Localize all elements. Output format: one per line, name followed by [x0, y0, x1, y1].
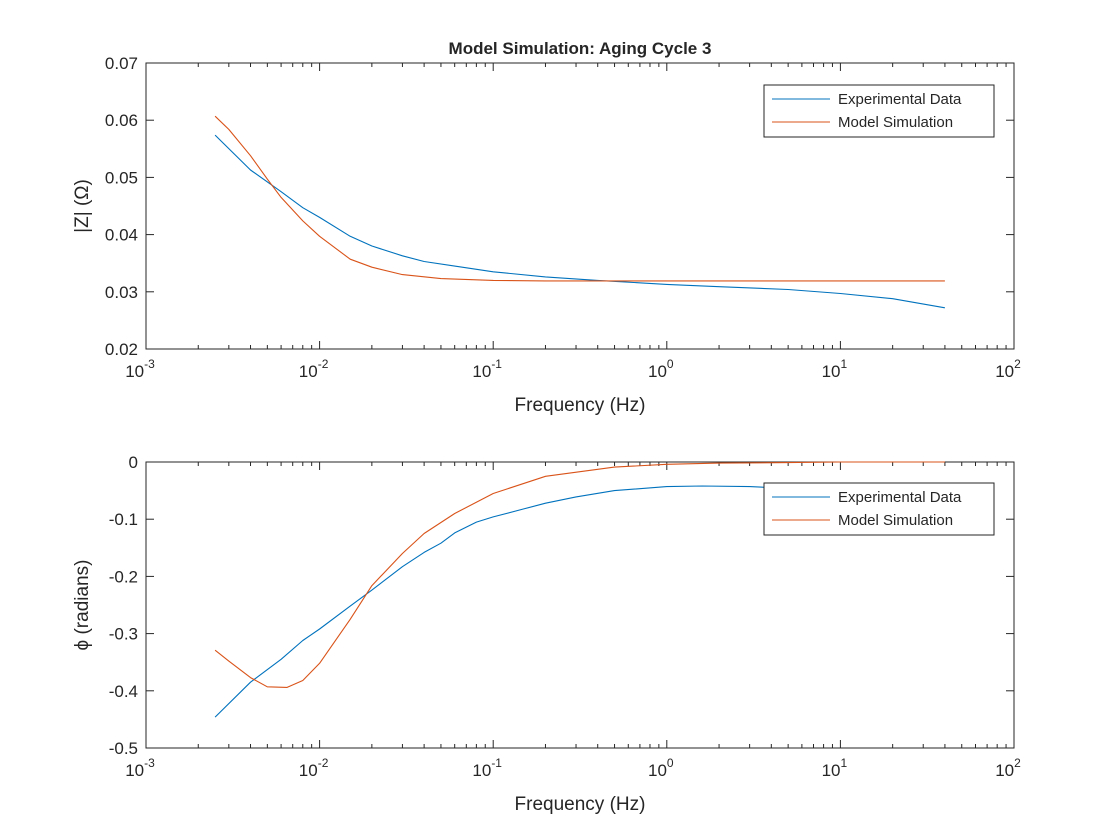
y-tick-label: 0.05 — [105, 168, 138, 187]
x-axis-label: Frequency (Hz) — [515, 794, 646, 815]
y-tick-label: 0 — [129, 453, 138, 472]
x-tick-label: 10-3 — [125, 756, 155, 780]
legend-entry: Model Simulation — [838, 512, 953, 529]
series-line-experimental — [214, 485, 945, 718]
y-axis-label: ϕ (radians) — [72, 560, 93, 651]
y-tick-label: 0.04 — [105, 226, 138, 245]
x-tick-label: 101 — [822, 357, 848, 381]
x-tick-label: 10-3 — [125, 357, 155, 381]
y-axis-label: |Z| (Ω) — [72, 179, 93, 233]
chart-title: Model Simulation: Aging Cycle 3 — [449, 39, 712, 58]
legend-entry: Experimental Data — [838, 91, 962, 108]
x-tick-label: 102 — [995, 357, 1021, 381]
x-tick-label: 100 — [648, 357, 674, 381]
phase-plot: 10-3 10-2 10-1 100 101 102 -0.5 -0.4 -0.3 -0.2 -0.… — [72, 453, 1021, 815]
y-tick-label: 0.07 — [105, 54, 138, 73]
x-axis-label: Frequency (Hz) — [515, 395, 646, 416]
x-tick-label: 101 — [822, 756, 848, 780]
y-tick-label: 0.03 — [105, 283, 138, 302]
y-tick-label: -0.2 — [109, 567, 138, 586]
legend: Experimental Data Model Simulation — [763, 84, 995, 138]
x-tick-label: 10-1 — [472, 756, 502, 780]
y-tick-label: -0.5 — [109, 739, 138, 758]
y-tick-label: 0.06 — [105, 111, 138, 130]
x-tick-label: 10-1 — [472, 357, 502, 381]
legend: Experimental Data Model Simulation — [763, 482, 995, 536]
legend-box — [763, 84, 995, 138]
x-tick-label: 10-2 — [299, 756, 329, 780]
x-tick-label: 102 — [995, 756, 1021, 780]
x-tick-label: 100 — [648, 756, 674, 780]
y-tick-label: -0.3 — [109, 625, 138, 644]
y-tick-label: -0.1 — [109, 510, 138, 529]
series-line-model — [214, 461, 945, 688]
series-line-model — [214, 115, 945, 282]
x-tick-label: 10-2 — [299, 357, 329, 381]
legend-box — [763, 482, 995, 536]
y-tick-label: 0.02 — [105, 340, 138, 359]
magnitude-plot: 10-3 10-2 10-1 100 101 102 0.02 0.03 0.04 0.05 0.0… — [72, 39, 1021, 416]
series-line-experimental — [214, 134, 945, 309]
legend-entry: Model Simulation — [838, 114, 953, 131]
legend-entry: Experimental Data — [838, 489, 962, 506]
y-tick-label: -0.4 — [109, 682, 138, 701]
